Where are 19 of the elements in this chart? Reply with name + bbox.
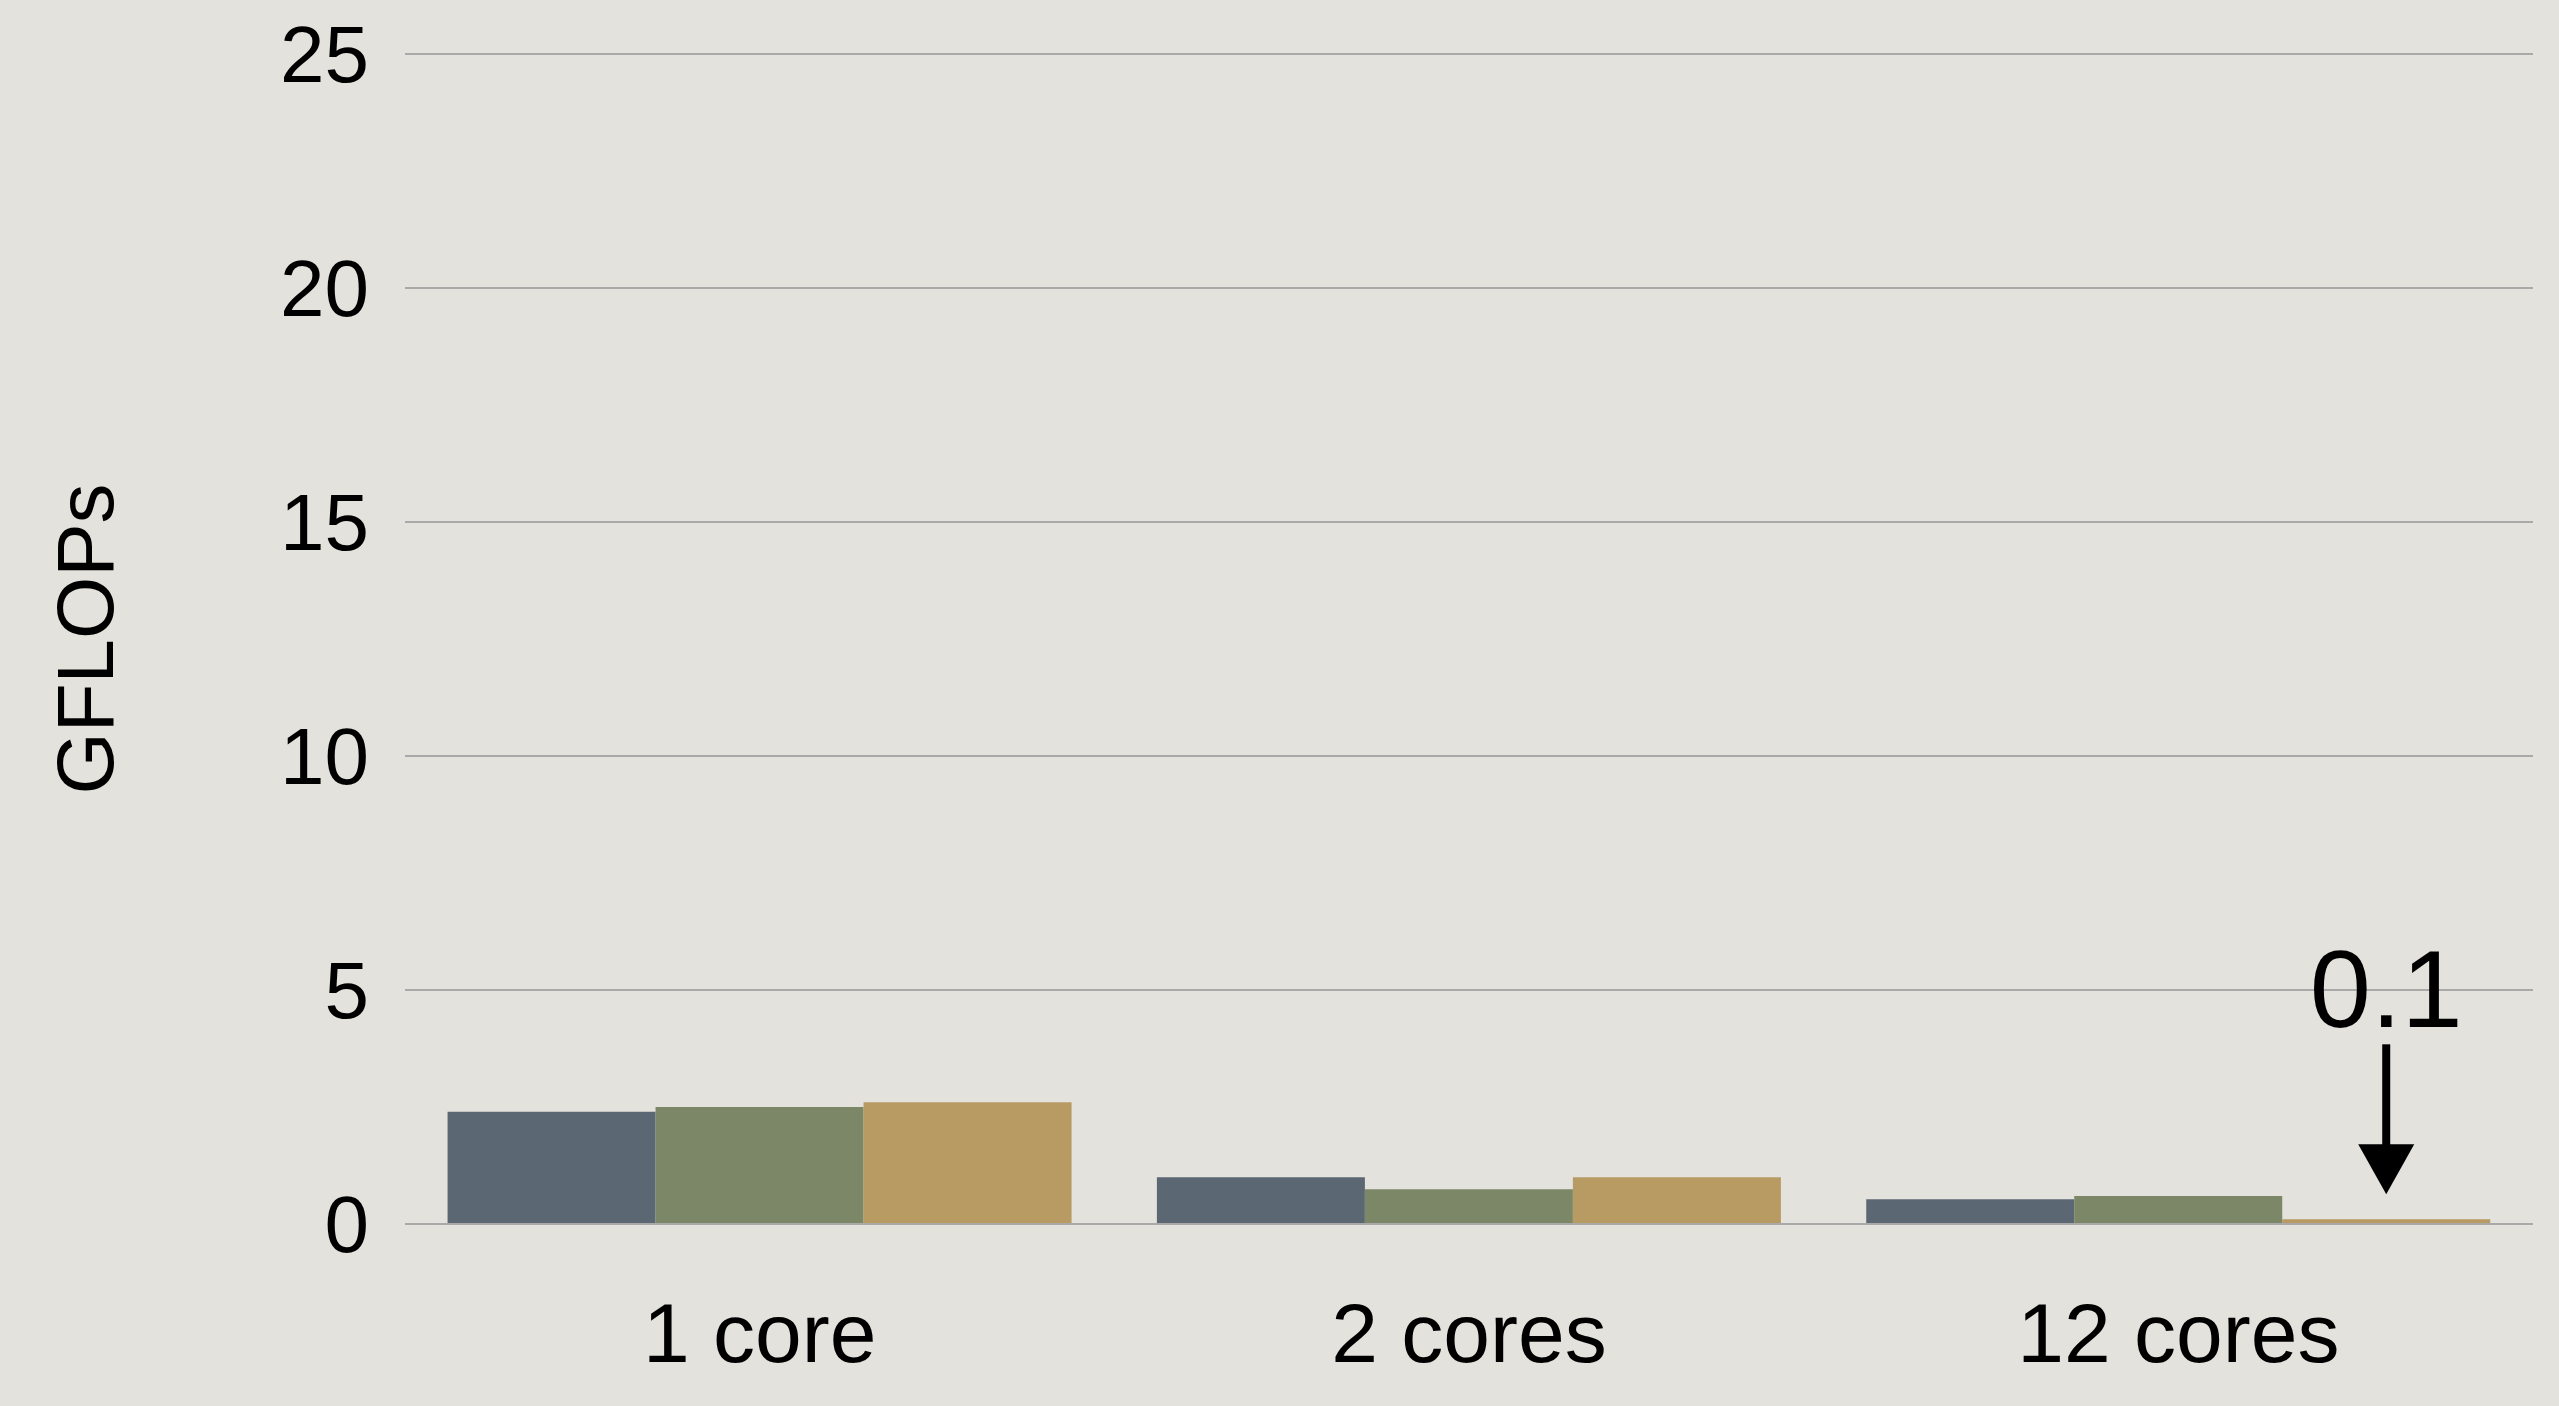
bar [655, 1107, 864, 1224]
bar [1866, 1199, 2075, 1224]
annotation: 0.1 [2309, 927, 2463, 1051]
y-axis-title: GFLOPs [41, 483, 131, 795]
x-tick-label: 1 core [642, 1285, 877, 1380]
y-tick-label: 0 [324, 1180, 369, 1270]
x-tick-label: 2 cores [1331, 1285, 1607, 1380]
bar [447, 1111, 656, 1224]
y-tick-label: 5 [324, 946, 369, 1036]
bar [863, 1102, 1072, 1224]
y-tick-label: 10 [280, 712, 369, 802]
bar [1572, 1177, 1781, 1224]
bar [1156, 1177, 1365, 1224]
bar [2074, 1195, 2283, 1224]
x-tick-label: 12 cores [2017, 1285, 2340, 1380]
y-tick-label: 15 [280, 478, 369, 568]
y-tick-label: 25 [280, 10, 369, 100]
bar [1364, 1189, 1573, 1224]
y-tick-label: 20 [280, 244, 369, 334]
